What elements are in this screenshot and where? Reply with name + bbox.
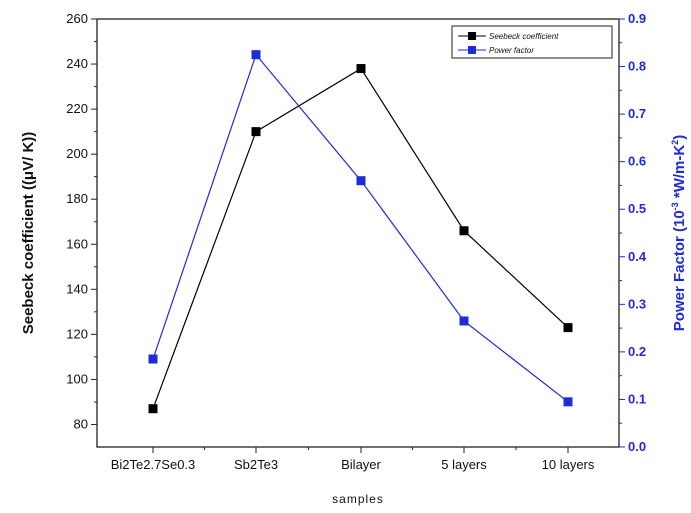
y-left-tick-label: 260 <box>66 11 88 26</box>
y-left-tick-label: 140 <box>66 281 88 296</box>
x-axis-ticks: Bi2Te2.7Se0.3 Sb2Te3 Bilayer 5 layers 10 lay… <box>111 447 595 472</box>
series-line-seebeck <box>152 67 569 409</box>
plot-area-frame <box>96 18 620 448</box>
y-axis-right-label-close: ) <box>671 135 688 140</box>
y-right-tick-label: 0.7 <box>628 106 646 121</box>
x-tick-label: Sb2Te3 <box>234 457 278 472</box>
legend-marker-power-factor <box>468 46 476 54</box>
x-tick-label: 5 layers <box>441 457 487 472</box>
y-right-tick-label: 0.3 <box>628 296 646 311</box>
y-axis-right-label: Power Factor (10-3 *W/m-K2) <box>670 135 688 331</box>
data-point-seebeck <box>148 404 158 414</box>
series-line-power-factor <box>152 53 569 403</box>
y-right-tick-label: 0.4 <box>628 249 647 264</box>
data-point-power-factor <box>459 316 469 326</box>
data-point-seebeck <box>459 226 469 236</box>
y-left-tick-label: 120 <box>66 326 88 341</box>
data-point-power-factor <box>563 397 573 407</box>
y-right-tick-label: 0.0 <box>628 439 646 454</box>
series-layer <box>148 50 573 414</box>
x-tick-label: 10 layers <box>542 457 595 472</box>
y-axis-right-label-exp2: 2 <box>670 140 680 145</box>
legend-label-power-factor: Power factor <box>489 46 534 55</box>
y-right-tick-label: 0.1 <box>628 391 646 406</box>
y-axis-right-label-unit: *W/m-K <box>671 145 688 203</box>
legend-box <box>451 25 613 59</box>
data-point-seebeck <box>563 323 573 333</box>
y-left-tick-label: 220 <box>66 101 88 116</box>
x-axis-label: samples <box>332 492 384 506</box>
y-axis-left-label: Seebeck coefficient ((μV/ K)) <box>20 132 37 335</box>
data-point-power-factor <box>148 354 158 364</box>
data-point-seebeck <box>251 127 261 137</box>
right-axis-ticks: 0.0 0.1 0.2 0.3 0.4 0.5 0.6 0.7 0.8 0.9 <box>619 11 647 454</box>
y-left-tick-label: 160 <box>66 236 88 251</box>
legend: Seebeck coefficient Power factor <box>451 25 613 59</box>
x-tick-label: Bi2Te2.7Se0.3 <box>111 457 196 472</box>
y-right-tick-label: 0.8 <box>628 59 646 74</box>
data-point-power-factor <box>251 50 261 60</box>
left-axis-ticks: 80 100 120 140 160 180 200 220 240 260 <box>66 11 97 431</box>
data-point-power-factor <box>356 176 366 186</box>
y-right-tick-label: 0.9 <box>628 11 646 26</box>
y-left-tick-label: 100 <box>66 371 88 386</box>
legend-label-seebeck: Seebeck coefficient <box>489 32 559 41</box>
y-right-tick-label: 0.5 <box>628 201 646 216</box>
legend-marker-seebeck <box>468 32 476 40</box>
y-left-tick-label: 200 <box>66 146 88 161</box>
data-point-seebeck <box>356 64 366 74</box>
y-left-tick-label: 80 <box>74 416 88 431</box>
y-left-tick-label: 240 <box>66 56 88 71</box>
y-right-tick-label: 0.6 <box>628 154 646 169</box>
y-right-tick-label: 0.2 <box>628 344 646 359</box>
x-tick-label: Bilayer <box>341 457 381 472</box>
y-left-tick-label: 180 <box>66 191 88 206</box>
y-axis-right-label-exp: -3 <box>670 202 680 210</box>
y-axis-right-label-main: Power Factor (10 <box>671 210 688 331</box>
